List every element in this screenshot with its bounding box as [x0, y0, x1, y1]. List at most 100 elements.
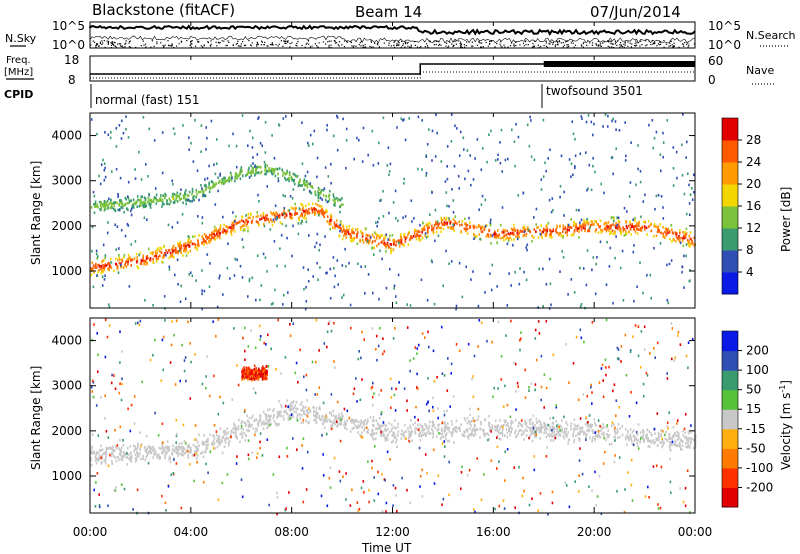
velocity-point: [257, 369, 259, 373]
power-point: [503, 234, 505, 237]
power-point: [632, 225, 634, 228]
velocity-point: [679, 447, 682, 451]
nsearch-dot: [311, 45, 313, 47]
nsearch-dot: [330, 44, 332, 46]
power-point: [446, 221, 449, 225]
velocity-point: [551, 425, 554, 428]
power-point: [308, 202, 310, 206]
power-point: [347, 230, 349, 234]
power-point: [176, 191, 179, 195]
power-point: [319, 193, 321, 196]
velocity-point: [359, 423, 362, 427]
nsearch-dot: [330, 40, 332, 42]
power-point: [174, 247, 177, 250]
velocity-point: [492, 395, 494, 399]
power-point: [466, 149, 469, 152]
velocity-point: [629, 428, 632, 431]
velocity-point: [560, 430, 563, 434]
power-point: [100, 271, 102, 275]
power-point: [600, 231, 603, 234]
nsearch-dot: [369, 45, 371, 47]
power-point: [678, 239, 681, 243]
velocity-point: [410, 431, 413, 434]
nsearch-dot: [243, 44, 246, 47]
velocity-point: [270, 414, 272, 418]
power-point: [247, 170, 249, 174]
velocity-point: [510, 421, 512, 424]
power-point: [615, 226, 617, 229]
nsearch-dot: [614, 41, 616, 43]
velocity-point: [271, 409, 274, 413]
power-point: [188, 199, 191, 202]
velocity-point: [219, 443, 221, 447]
nsearch-dot: [191, 40, 193, 42]
velocity-point: [95, 461, 98, 465]
velocity-point: [110, 447, 113, 451]
velocity-point: [617, 430, 619, 434]
power-point: [178, 242, 181, 246]
power-point: [554, 229, 557, 233]
power-point: [393, 238, 395, 242]
power-point: [294, 208, 296, 212]
power-point: [388, 173, 390, 177]
power-point: [285, 115, 287, 118]
velocity-point: [429, 432, 432, 435]
power-point: [94, 200, 97, 204]
velocity-point: [542, 426, 544, 429]
nave-tick-bottom: 0: [708, 73, 716, 87]
power-point: [330, 213, 332, 217]
power-point: [241, 215, 243, 218]
power-point: [233, 223, 235, 227]
power-point: [601, 229, 604, 232]
velocity-point: [274, 422, 277, 426]
power-point: [301, 184, 303, 187]
power-point: [453, 164, 456, 168]
power-point: [107, 133, 110, 136]
power-point: [431, 260, 433, 264]
nsearch-dot: [650, 44, 652, 46]
power-point: [484, 224, 487, 228]
power-point: [139, 199, 141, 203]
power-point: [254, 165, 256, 168]
velocity-point: [302, 421, 305, 424]
velocity-point: [544, 425, 547, 429]
power-point: [446, 177, 449, 181]
power-point: [404, 215, 407, 218]
velocity-point: [418, 434, 421, 438]
velocity-point: [444, 445, 446, 448]
power-point: [119, 264, 122, 267]
power-point: [355, 228, 357, 231]
velocity-point: [443, 430, 445, 433]
velocity-point: [372, 381, 374, 385]
power-point: [330, 163, 332, 166]
power-point: [177, 244, 180, 248]
power-point: [516, 234, 519, 237]
power-point: [685, 243, 688, 246]
power-point: [289, 195, 292, 198]
power-point: [490, 129, 492, 133]
velocity-point: [195, 457, 198, 460]
nsearch-dot: [620, 44, 622, 46]
power-point: [266, 270, 268, 273]
power-point: [522, 191, 524, 195]
power-point: [506, 229, 509, 233]
power-point: [315, 208, 317, 212]
power-point: [489, 235, 492, 238]
nsearch-dot: [402, 44, 404, 47]
nsearch-dot: [242, 41, 244, 43]
power-point: [93, 271, 95, 274]
nsearch-dot: [171, 44, 173, 46]
power-point: [152, 260, 154, 264]
power-point: [205, 242, 208, 245]
power-point: [247, 220, 249, 224]
velocity-point: [476, 428, 479, 431]
nsearch-dot: [663, 46, 665, 48]
velocity-point: [565, 421, 567, 424]
nsearch-dot: [289, 43, 291, 45]
velocity-point: [488, 421, 490, 425]
velocity-point: [175, 446, 178, 450]
velocity-point: [203, 442, 205, 446]
power-point: [256, 211, 258, 214]
velocity-point: [466, 473, 469, 477]
power-point: [445, 222, 447, 225]
